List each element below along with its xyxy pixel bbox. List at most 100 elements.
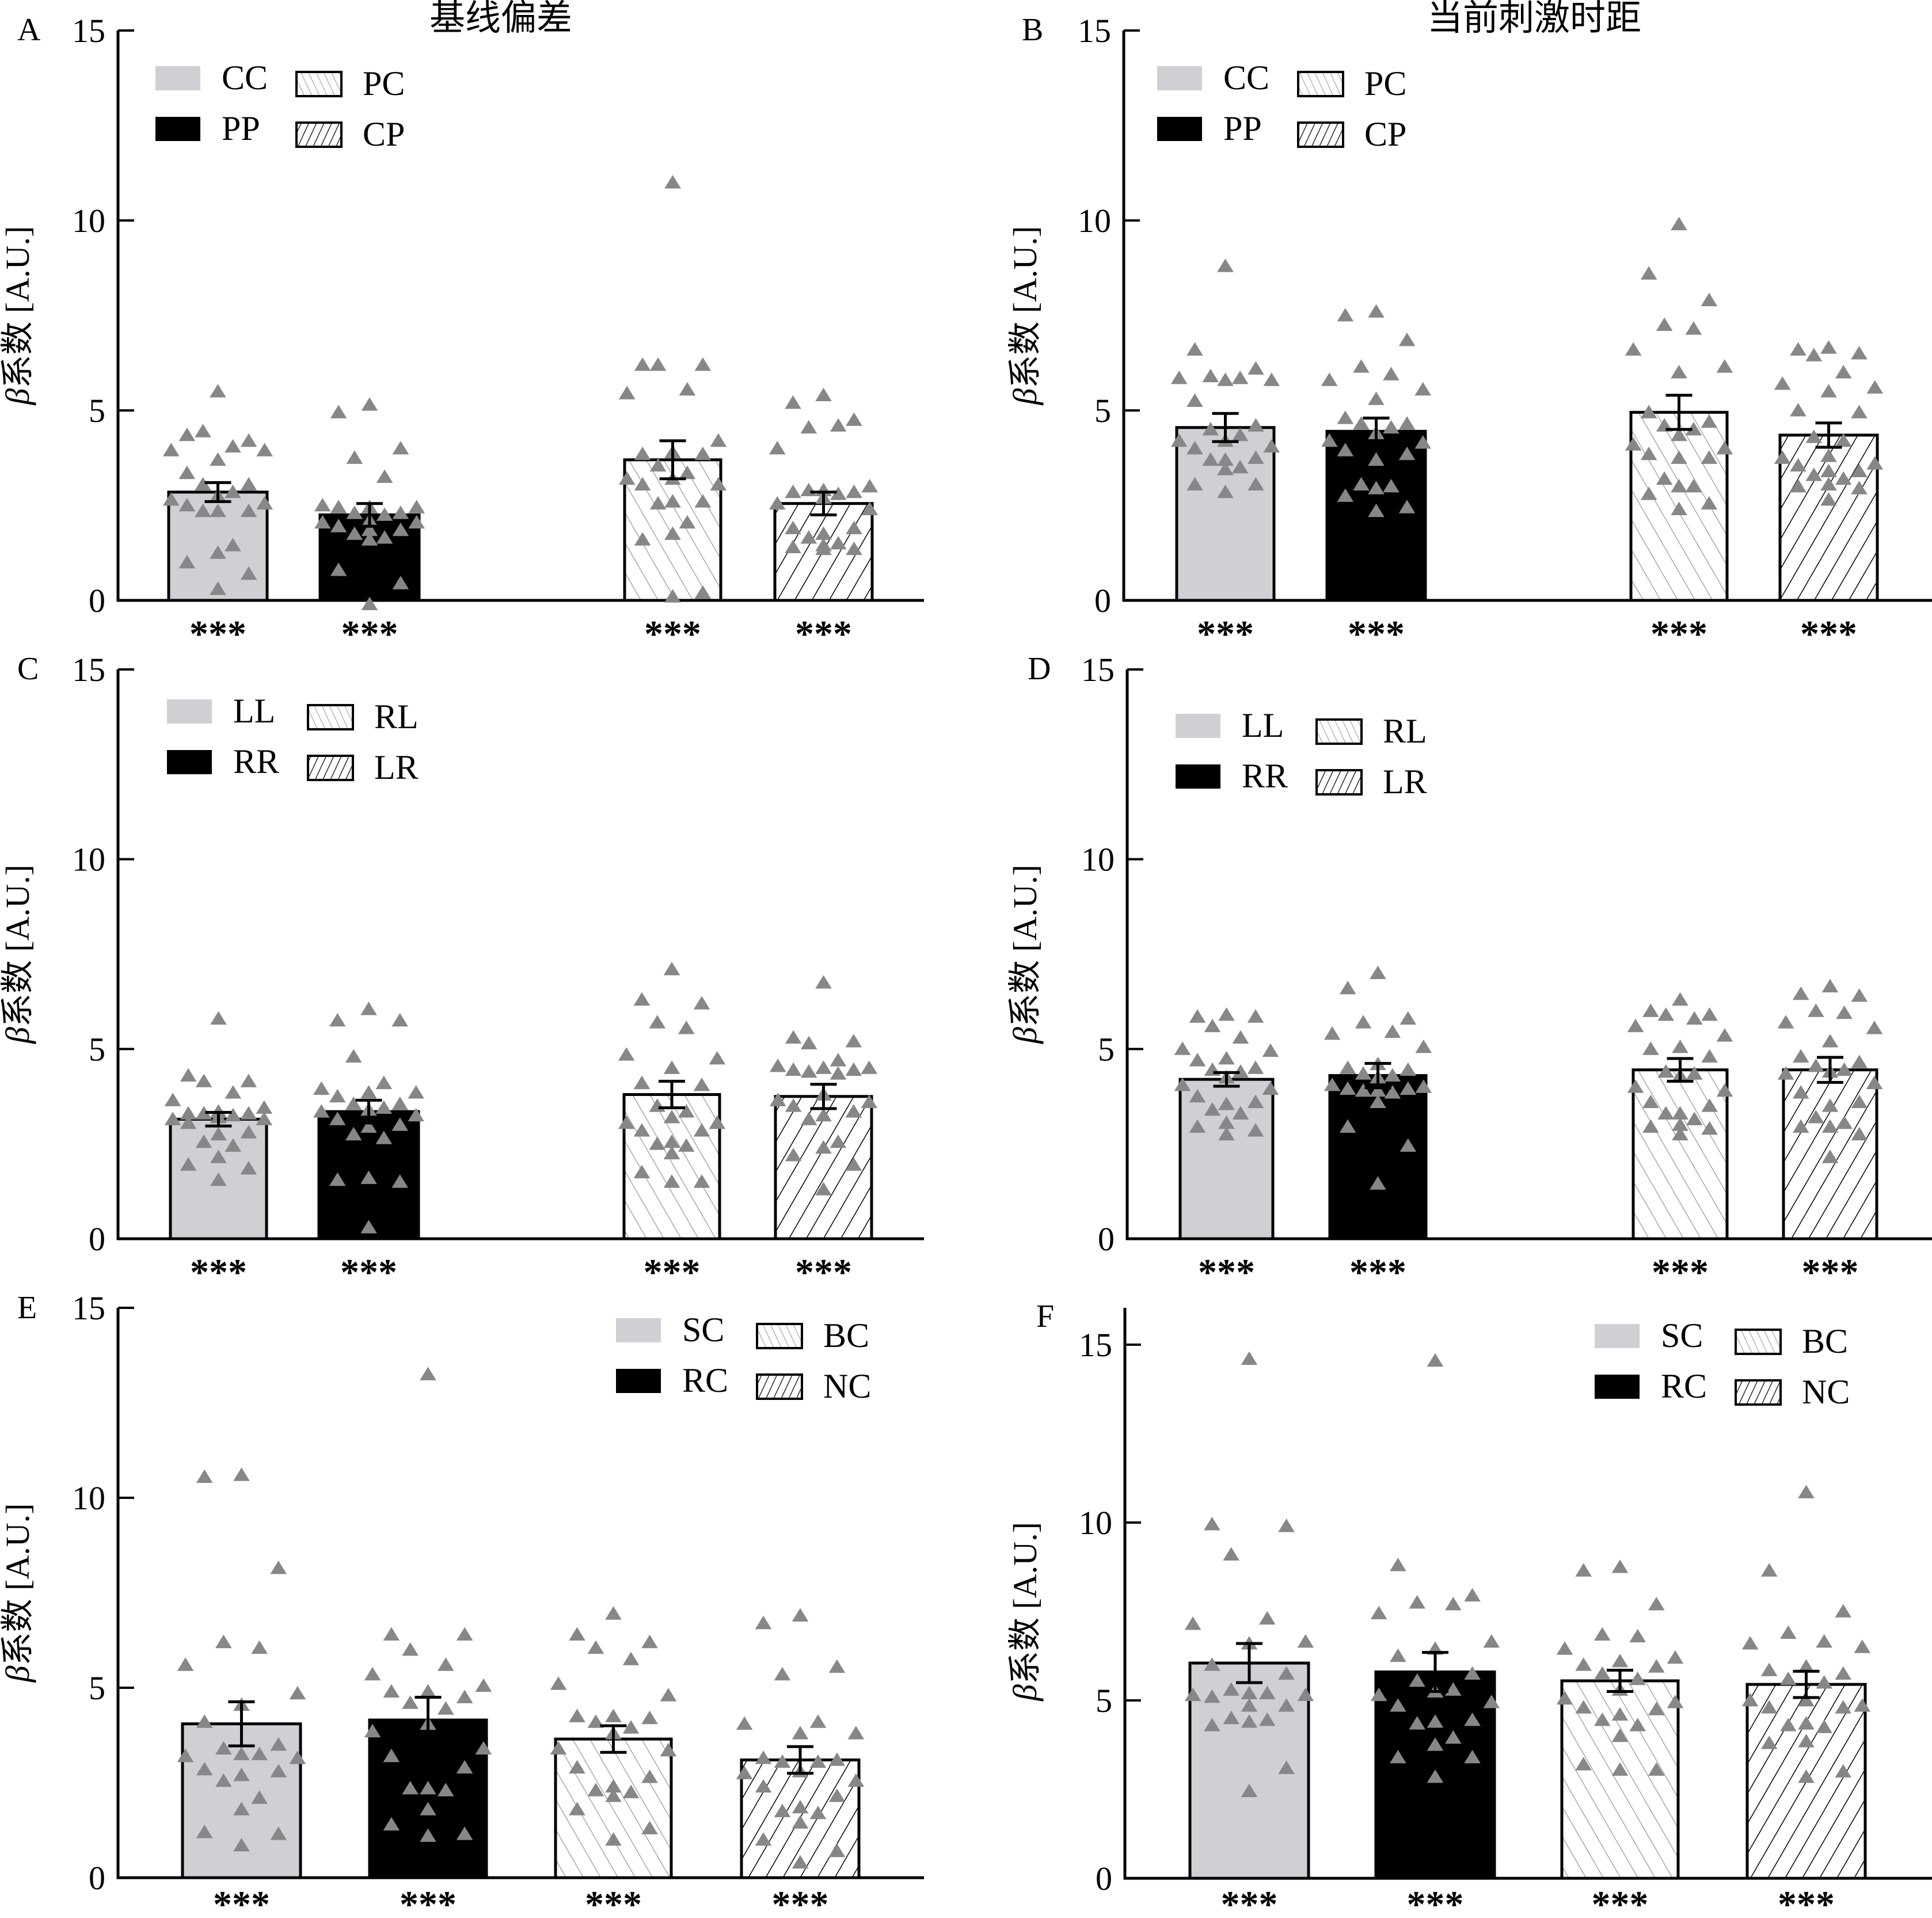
data-point xyxy=(1241,1351,1258,1365)
error-bar xyxy=(1665,394,1693,431)
data-point xyxy=(1866,1075,1883,1090)
y-tick-label: 10 xyxy=(72,202,105,239)
data-point xyxy=(785,484,801,498)
data-point xyxy=(736,1765,753,1779)
y-axis-label-text: 系数 [A.U.] xyxy=(1006,226,1044,389)
data-point xyxy=(383,1817,400,1831)
data-point xyxy=(1777,1015,1794,1029)
data-point xyxy=(1370,965,1386,979)
data-point xyxy=(846,541,862,555)
data-point xyxy=(678,1104,695,1118)
panel-letter: F xyxy=(1036,1299,1054,1334)
data-point xyxy=(618,471,636,485)
data-point xyxy=(314,515,331,529)
legend-swatch xyxy=(1595,1375,1640,1399)
data-point xyxy=(360,1085,377,1099)
data-point xyxy=(693,1077,710,1091)
data-point xyxy=(210,1127,227,1141)
data-point xyxy=(1556,1691,1573,1705)
data-point xyxy=(1657,1007,1675,1021)
data-point xyxy=(1368,503,1385,517)
data-point xyxy=(1685,422,1702,436)
data-point xyxy=(1805,429,1823,443)
error-bar xyxy=(355,1098,382,1125)
data-point xyxy=(618,386,636,399)
data-point xyxy=(1339,1060,1356,1074)
data-point xyxy=(438,1657,454,1671)
panel-b: B 0 5 10 15 β系数 [A.U.] *** *** *** *** CC PC PP CP xyxy=(1006,12,1932,655)
data-point xyxy=(1399,1138,1417,1152)
data-point xyxy=(861,479,878,493)
data-point xyxy=(664,175,681,189)
y-tick-label: 5 xyxy=(89,1030,105,1068)
data-point xyxy=(1611,1559,1629,1573)
data-point xyxy=(622,1784,640,1798)
data-point xyxy=(815,1140,832,1154)
data-point xyxy=(800,420,817,434)
significance-label: *** xyxy=(340,1251,397,1293)
data-point xyxy=(1202,368,1219,382)
data-point xyxy=(1593,1712,1611,1726)
data-point xyxy=(660,1688,677,1702)
data-point xyxy=(162,492,180,506)
legend-swatch xyxy=(1315,718,1363,745)
data-point xyxy=(1337,443,1354,456)
legend-item-sc: SC xyxy=(616,1311,724,1349)
data-point xyxy=(845,1062,862,1076)
data-point xyxy=(1383,367,1399,380)
bar-rl xyxy=(1631,1068,1729,1240)
data-point xyxy=(1805,467,1823,481)
data-point xyxy=(178,555,196,569)
error-bar xyxy=(810,1083,837,1110)
data-point xyxy=(1398,446,1416,461)
data-point xyxy=(828,1843,846,1858)
data-point xyxy=(1611,1707,1629,1721)
panel-a: A 0 5 10 15 β系数 [A.U.] *** *** *** *** CC PC PP CP xyxy=(0,12,924,655)
significance-label: *** xyxy=(1650,613,1707,655)
legend-item-bc: BC xyxy=(1735,1322,1848,1360)
data-point xyxy=(1204,1689,1220,1703)
data-point xyxy=(1184,1616,1201,1630)
y-tick-label: 10 xyxy=(1079,1504,1112,1542)
data-point xyxy=(1297,1687,1314,1702)
data-point xyxy=(1671,479,1687,493)
error-bar xyxy=(810,490,837,516)
data-point xyxy=(664,589,681,603)
data-point xyxy=(1170,433,1188,447)
data-point xyxy=(1593,1627,1611,1641)
data-point xyxy=(785,1030,802,1044)
error-bar xyxy=(600,1724,627,1754)
legend-swatch xyxy=(1176,764,1220,789)
data-point xyxy=(815,1108,832,1122)
data-point xyxy=(1483,1634,1500,1648)
data-point xyxy=(1390,1698,1406,1712)
data-point xyxy=(605,1832,622,1846)
data-point xyxy=(1820,463,1837,477)
data-point xyxy=(1427,1769,1444,1783)
significance-label: *** xyxy=(213,1883,270,1918)
legend-item-pc: PC xyxy=(1297,64,1406,102)
y-tick-label: 15 xyxy=(1079,1326,1112,1364)
data-point xyxy=(1575,1657,1592,1671)
data-point xyxy=(251,1746,268,1760)
error-bar xyxy=(1607,1668,1633,1694)
data-point xyxy=(1640,405,1657,418)
y-axis-label-text: 系数 [A.U.] xyxy=(0,226,36,389)
data-point xyxy=(420,1802,436,1816)
data-point xyxy=(605,1788,622,1802)
y-tick-label: 15 xyxy=(1078,12,1111,50)
data-point xyxy=(360,1002,377,1015)
error-bar xyxy=(1212,412,1239,443)
beta-symbol: β xyxy=(1006,1027,1044,1044)
y-tick-label: 5 xyxy=(1094,392,1111,429)
legend-item-ll: LL xyxy=(1176,706,1284,744)
significance-label: *** xyxy=(1197,613,1254,655)
data-point xyxy=(1231,427,1249,442)
legend-item-cc: CC xyxy=(155,59,268,97)
y-axis-label: β系数 [A.U.] xyxy=(1006,226,1044,406)
data-point xyxy=(1170,370,1188,385)
data-point xyxy=(1248,361,1264,375)
data-point xyxy=(1629,1671,1646,1685)
data-point xyxy=(1337,488,1354,502)
